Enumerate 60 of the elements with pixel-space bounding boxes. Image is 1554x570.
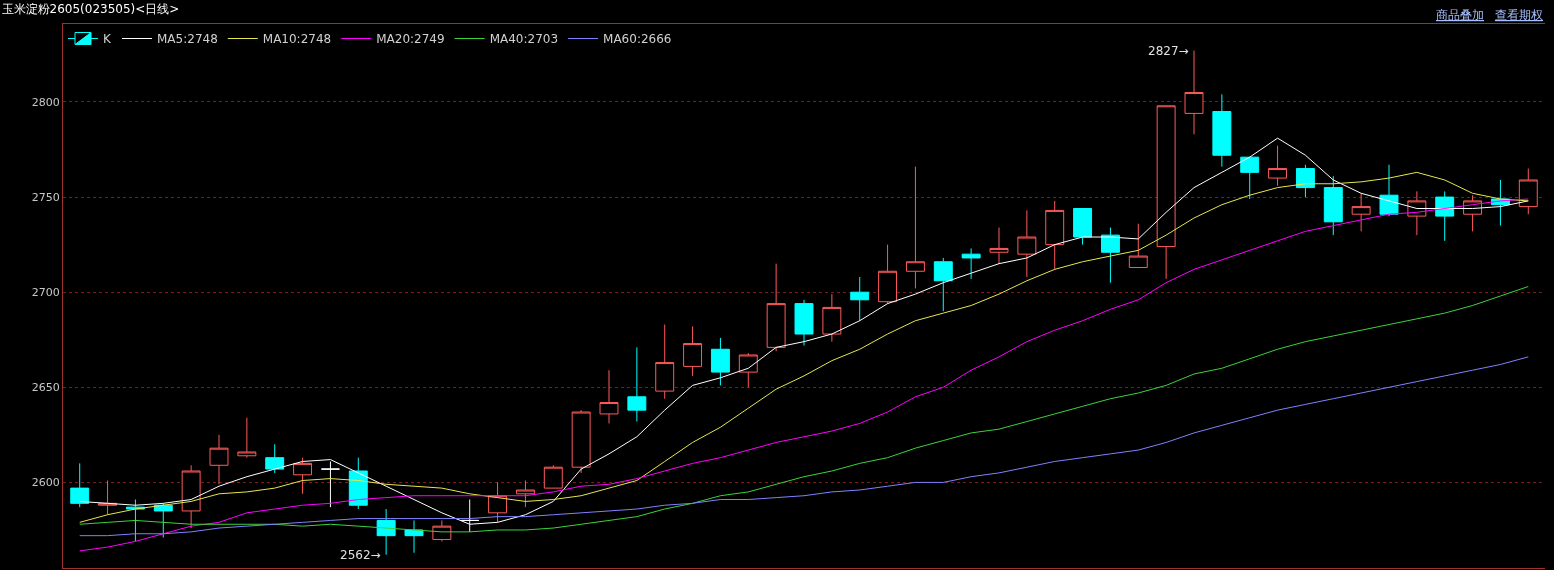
y-tick-label: 2750 bbox=[31, 190, 60, 204]
y-tick-label: 2700 bbox=[31, 286, 60, 300]
legend-label: MA20:2749 bbox=[376, 32, 445, 47]
candlestick bbox=[571, 409, 591, 474]
y-tick-label: 2650 bbox=[31, 381, 60, 395]
candlestick bbox=[627, 346, 647, 423]
candlestick bbox=[237, 417, 257, 459]
candlestick bbox=[794, 299, 814, 346]
candlestick bbox=[933, 257, 953, 312]
candlestick bbox=[1323, 175, 1343, 236]
candlestick bbox=[404, 519, 424, 554]
candlestick bbox=[655, 324, 675, 400]
legend-label: MA5:2748 bbox=[157, 32, 218, 47]
candlestick bbox=[543, 464, 563, 489]
text: 查看期权 bbox=[1495, 8, 1543, 22]
candlestick bbox=[153, 502, 173, 539]
candlestick bbox=[1045, 200, 1065, 270]
candlestick bbox=[209, 434, 229, 485]
candlestick bbox=[989, 227, 1009, 265]
candlestick bbox=[348, 457, 368, 510]
candlestick bbox=[70, 462, 90, 508]
candlestick bbox=[599, 369, 619, 424]
candlestick bbox=[1128, 223, 1148, 268]
chart-title: 玉米淀粉2605(023505)<日线> bbox=[1, 1, 180, 16]
candlestick bbox=[515, 480, 535, 508]
y-tick-label: 2600 bbox=[31, 476, 60, 490]
annotation: 2827→ bbox=[1148, 44, 1189, 58]
candlestick bbox=[961, 247, 981, 280]
candlestick bbox=[766, 263, 786, 352]
legend-label: MA10:2748 bbox=[262, 32, 332, 47]
candlestick bbox=[320, 460, 340, 508]
candlestick bbox=[710, 337, 730, 386]
annotation: 2562→ bbox=[340, 548, 381, 562]
candlestick bbox=[1156, 105, 1176, 280]
candlestick bbox=[738, 352, 758, 388]
candlestick bbox=[1240, 156, 1260, 200]
candlestick bbox=[683, 325, 703, 377]
candlestick bbox=[1017, 209, 1037, 278]
candlestick bbox=[265, 443, 285, 474]
candlestick bbox=[1295, 164, 1315, 198]
candlestick bbox=[822, 293, 842, 343]
candlestick bbox=[878, 244, 898, 305]
candlestick bbox=[1518, 168, 1538, 215]
candlestick bbox=[1073, 208, 1093, 246]
legend-label: MA60:2666 bbox=[603, 32, 672, 47]
y-tick-label: 2800 bbox=[31, 95, 60, 109]
candlestick bbox=[1212, 93, 1232, 168]
candlestick bbox=[1351, 192, 1371, 232]
candlestick bbox=[1268, 145, 1288, 187]
legend-label: K bbox=[103, 32, 112, 47]
text: 商品叠加 bbox=[1436, 8, 1484, 22]
candlestick bbox=[1100, 227, 1120, 284]
candlestick bbox=[905, 166, 925, 289]
candlestick bbox=[1379, 164, 1399, 217]
line-series bbox=[79, 356, 1529, 537]
line-series bbox=[79, 285, 1529, 533]
legend-label: MA40:2703 bbox=[489, 32, 559, 47]
candlestick bbox=[181, 464, 201, 529]
candlestick bbox=[850, 276, 870, 322]
candlestick bbox=[293, 457, 313, 495]
